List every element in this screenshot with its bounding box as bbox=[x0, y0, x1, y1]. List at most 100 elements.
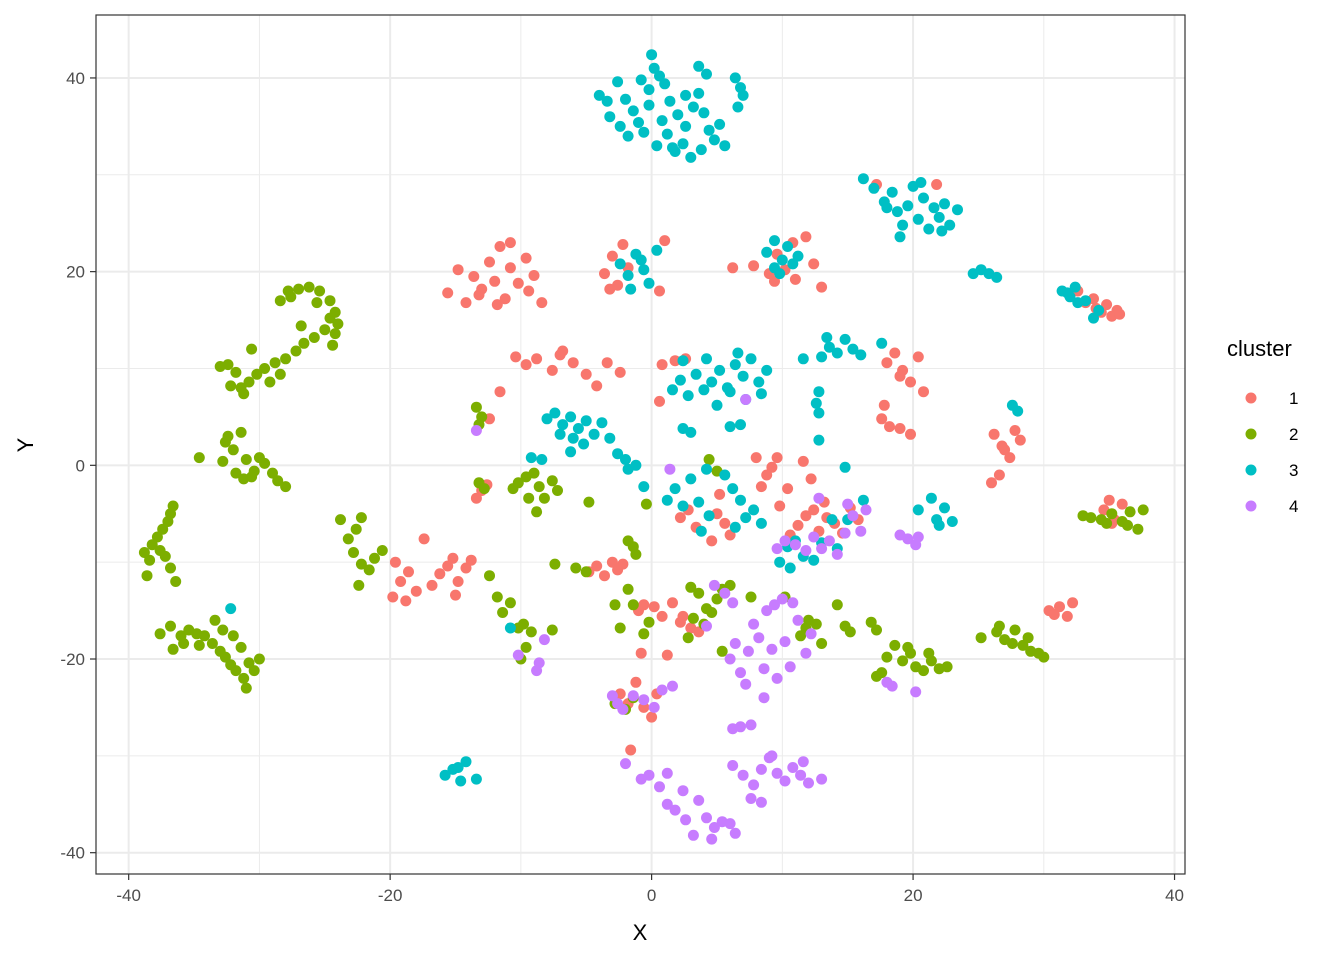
data-point bbox=[680, 814, 692, 826]
data-point bbox=[643, 99, 655, 111]
data-point bbox=[706, 607, 718, 618]
data-point bbox=[531, 665, 543, 677]
data-point bbox=[810, 397, 822, 409]
data-point bbox=[839, 461, 851, 473]
data-point bbox=[235, 641, 247, 653]
data-point bbox=[735, 667, 746, 679]
data-point bbox=[693, 626, 705, 638]
data-point bbox=[246, 471, 258, 483]
data-point bbox=[988, 428, 1000, 440]
data-point bbox=[554, 428, 566, 440]
data-point bbox=[439, 769, 451, 781]
data-point bbox=[661, 649, 673, 661]
data-point bbox=[460, 297, 472, 309]
y-tick-label: 0 bbox=[76, 456, 85, 475]
data-point bbox=[826, 514, 838, 526]
data-point bbox=[324, 295, 336, 307]
data-point bbox=[831, 599, 843, 611]
data-point bbox=[274, 368, 286, 380]
data-point bbox=[157, 523, 169, 535]
data-point bbox=[923, 223, 935, 235]
data-point bbox=[654, 70, 665, 82]
data-point bbox=[737, 370, 749, 382]
data-point bbox=[178, 638, 190, 649]
data-point bbox=[225, 380, 237, 392]
legend-item: 2 bbox=[1245, 425, 1298, 444]
data-point bbox=[776, 254, 788, 266]
data-point bbox=[1061, 287, 1073, 299]
data-point bbox=[567, 432, 579, 444]
data-point bbox=[706, 833, 718, 845]
data-point bbox=[703, 124, 715, 136]
data-point bbox=[750, 452, 762, 464]
data-point bbox=[693, 794, 705, 806]
data-point bbox=[711, 399, 723, 411]
data-point bbox=[656, 115, 668, 127]
data-point bbox=[816, 638, 828, 649]
data-point bbox=[821, 332, 833, 343]
data-point bbox=[520, 252, 532, 264]
data-point bbox=[857, 494, 869, 506]
data-point bbox=[800, 510, 812, 522]
data-point bbox=[677, 355, 689, 367]
data-point bbox=[842, 498, 854, 510]
data-point bbox=[235, 426, 247, 438]
data-point bbox=[264, 376, 276, 388]
data-point bbox=[779, 535, 791, 547]
data-point bbox=[253, 452, 265, 464]
data-point bbox=[452, 576, 464, 587]
data-point bbox=[952, 204, 963, 216]
data-point bbox=[923, 647, 935, 659]
data-point bbox=[912, 504, 924, 516]
data-point bbox=[1124, 506, 1136, 518]
data-point bbox=[533, 481, 545, 493]
data-point bbox=[661, 798, 673, 810]
data-point bbox=[745, 719, 757, 731]
legend-item: 3 bbox=[1245, 461, 1298, 480]
data-point bbox=[622, 130, 634, 142]
data-point bbox=[800, 647, 812, 659]
data-point bbox=[635, 254, 647, 266]
data-point bbox=[703, 454, 715, 465]
data-point bbox=[729, 638, 741, 649]
data-point bbox=[225, 603, 237, 615]
data-point bbox=[701, 812, 712, 824]
data-point bbox=[724, 421, 736, 433]
data-point bbox=[823, 535, 835, 547]
data-point bbox=[654, 395, 665, 407]
data-point bbox=[897, 655, 909, 667]
data-point bbox=[724, 818, 736, 830]
data-point bbox=[719, 140, 731, 152]
data-point bbox=[335, 514, 346, 526]
series-cluster-4 bbox=[470, 394, 924, 845]
data-point bbox=[941, 661, 953, 673]
data-point bbox=[512, 277, 524, 289]
data-point bbox=[857, 173, 869, 185]
data-point bbox=[389, 556, 401, 568]
data-point bbox=[915, 177, 927, 188]
data-point bbox=[769, 235, 780, 247]
data-point bbox=[552, 485, 563, 496]
data-point bbox=[565, 446, 577, 458]
data-point bbox=[591, 560, 603, 572]
data-point bbox=[745, 591, 757, 603]
data-point bbox=[714, 364, 726, 376]
legend-items: 1 2 3 4 bbox=[1245, 389, 1298, 516]
data-point bbox=[758, 663, 770, 675]
data-point bbox=[248, 665, 260, 677]
data-point bbox=[591, 380, 603, 392]
data-point bbox=[667, 680, 678, 692]
data-point bbox=[701, 353, 712, 365]
data-point bbox=[881, 202, 893, 214]
data-point bbox=[570, 562, 582, 574]
data-point bbox=[308, 332, 320, 343]
data-point bbox=[410, 585, 422, 597]
data-point bbox=[546, 475, 558, 487]
data-point bbox=[894, 423, 906, 434]
data-point bbox=[672, 109, 684, 121]
data-point bbox=[1116, 498, 1128, 510]
data-point bbox=[698, 384, 710, 396]
data-point bbox=[523, 285, 535, 297]
data-point bbox=[687, 101, 699, 113]
data-point bbox=[661, 767, 673, 779]
